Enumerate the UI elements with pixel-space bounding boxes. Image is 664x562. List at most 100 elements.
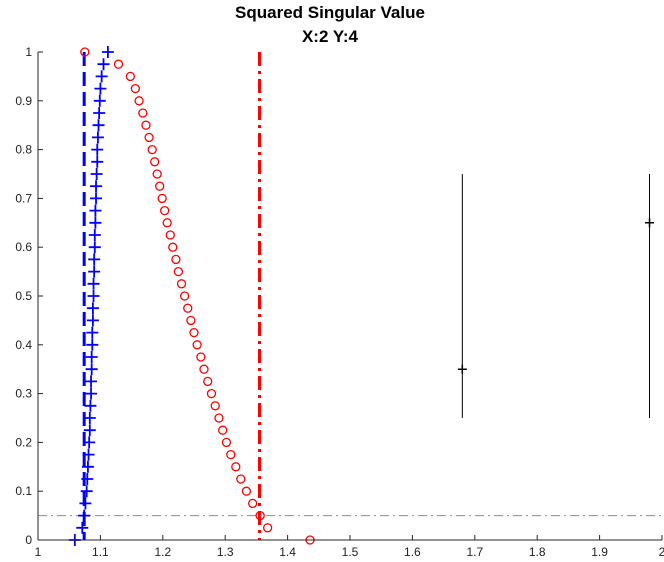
data-point-0-29 — [90, 180, 103, 193]
data-point-0-18 — [86, 314, 99, 327]
data-point-0-31 — [91, 155, 104, 168]
data-point-0-11 — [84, 399, 97, 412]
data-point-0-7 — [82, 448, 95, 461]
data-point-0-14 — [85, 363, 98, 376]
data-point-1-11 — [210, 401, 220, 411]
data-point-0-22 — [88, 265, 101, 278]
data-point-0-25 — [88, 229, 101, 241]
data-point-1-28 — [157, 193, 167, 204]
data-point-1-37 — [130, 83, 140, 94]
y-tick-label-0: 0 — [25, 533, 32, 547]
y-tick-label-7: 0.7 — [15, 191, 32, 205]
data-point-0-12 — [85, 387, 98, 400]
data-point-1-16 — [192, 340, 202, 350]
data-point-0-32 — [91, 143, 104, 156]
data-point-0-17 — [86, 326, 99, 339]
data-point-1-9 — [218, 425, 228, 435]
data-point-1-29 — [155, 181, 165, 191]
data-point-0-19 — [86, 302, 99, 315]
data-point-0-27 — [89, 204, 102, 217]
data-point-0-24 — [88, 241, 101, 254]
data-point-1-14 — [199, 364, 209, 374]
data-point-1-20 — [179, 291, 190, 301]
data-point-1-21 — [176, 279, 187, 289]
plot-area — [68, 46, 655, 546]
data-point-0-21 — [87, 277, 100, 290]
series-0 — [68, 46, 114, 546]
data-point-0-13 — [85, 375, 98, 388]
data-point-1-1 — [262, 523, 273, 533]
y-tick-label-1: 0.1 — [15, 484, 32, 498]
data-point-0-10 — [83, 412, 96, 424]
x-tick-label-7: 1.7 — [466, 545, 483, 559]
x-tick-label-3: 1.3 — [217, 545, 234, 559]
x-tick-label-2: 1.2 — [154, 545, 171, 559]
data-point-0-6 — [81, 460, 94, 473]
data-point-0-2 — [78, 509, 91, 522]
data-point-0-1 — [76, 521, 89, 534]
data-point-1-33 — [144, 132, 154, 143]
data-point-1-34 — [141, 120, 151, 130]
data-point-0-39 — [97, 58, 110, 71]
axes: 1 1.1 1.2 1.3 1.4 1.5 1.6 1.7 1.8 1.9 2 0 0.1 0.2 0.3 0… — [15, 45, 664, 559]
y-tick-label-10: 1 — [25, 45, 32, 59]
data-point-0-4 — [80, 485, 93, 498]
data-point-0-9 — [83, 424, 96, 437]
y-tick-label-4: 0.4 — [15, 338, 32, 352]
data-point-1-2 — [255, 510, 265, 521]
data-point-0-5 — [81, 473, 94, 485]
x-tick-label-6: 1.6 — [404, 545, 421, 559]
data-point-1-12 — [206, 388, 217, 399]
chart-title: Squared Singular Value — [235, 3, 425, 22]
data-point-0-35 — [93, 107, 106, 119]
series-1 — [80, 47, 315, 545]
x-tick-label-9: 1.9 — [591, 545, 608, 559]
data-point-1-10 — [214, 413, 224, 423]
data-point-1-17 — [189, 327, 199, 338]
data-point-2-0 — [457, 364, 467, 374]
data-point-1-40 — [80, 47, 90, 57]
data-point-0-38 — [95, 70, 108, 83]
data-point-1-5 — [236, 474, 246, 484]
data-point-1-23 — [171, 254, 181, 265]
y-tick-label-9: 0.9 — [15, 94, 32, 108]
data-point-1-22 — [173, 266, 184, 277]
data-point-1-27 — [160, 205, 170, 216]
x-tick-label-5: 1.5 — [342, 545, 359, 559]
data-point-0-8 — [83, 436, 96, 449]
series-2 — [457, 174, 655, 418]
data-point-1-31 — [150, 157, 160, 167]
y-tick-label-8: 0.8 — [15, 143, 32, 157]
y-tick-label-5: 0.5 — [15, 289, 32, 303]
data-point-0-20 — [87, 290, 100, 302]
data-point-2-1 — [645, 218, 655, 228]
data-point-1-26 — [162, 218, 172, 228]
data-point-1-32 — [147, 144, 157, 155]
chart-subtitle: X:2 Y:4 — [302, 27, 359, 46]
y-tick-label-2: 0.2 — [15, 435, 32, 449]
data-point-1-30 — [152, 169, 162, 179]
x-tick-label-8: 1.8 — [529, 545, 546, 559]
data-point-0-3 — [79, 497, 92, 510]
y-tick-label-3: 0.3 — [15, 387, 32, 401]
data-point-1-8 — [221, 437, 232, 448]
data-point-1-25 — [165, 230, 175, 240]
x-tick-label-1: 1.1 — [92, 545, 109, 559]
data-point-1-13 — [203, 376, 213, 387]
x-tick-label-4: 1.4 — [279, 545, 296, 559]
data-point-0-36 — [93, 94, 106, 107]
x-tick-label-10: 2 — [659, 545, 664, 559]
data-point-0-15 — [85, 351, 98, 363]
data-point-1-38 — [125, 71, 136, 82]
data-point-0-37 — [94, 82, 107, 95]
data-point-0-33 — [91, 131, 104, 144]
data-point-1-3 — [248, 498, 258, 509]
x-tick-label-0: 1 — [35, 545, 42, 559]
data-point-1-35 — [138, 108, 148, 118]
data-point-1-24 — [168, 242, 178, 252]
data-point-0-16 — [86, 338, 99, 351]
data-point-0-30 — [90, 168, 103, 180]
data-point-1-36 — [134, 96, 144, 106]
data-point-0-23 — [88, 253, 101, 266]
